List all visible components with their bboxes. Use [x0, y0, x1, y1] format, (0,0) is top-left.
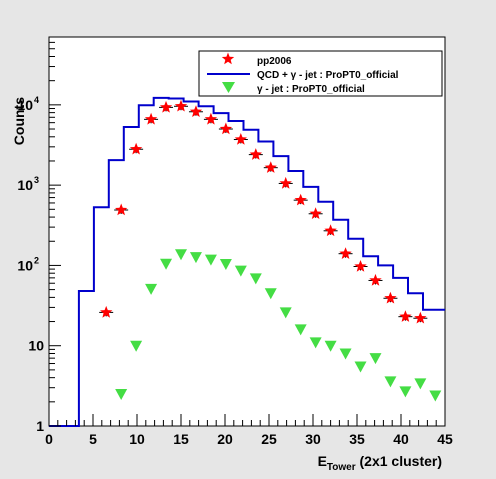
legend: pp2006 QCD + γ - jet : ProPT0_official γ… [198, 50, 443, 97]
gamma-jet-point [309, 337, 322, 349]
y-axis-label: Counts [11, 97, 27, 145]
gamma-jet-point [384, 376, 397, 388]
pp2006-point [115, 203, 128, 216]
gamma-jet-point [354, 361, 367, 373]
x-tick-label: 10 [129, 431, 145, 447]
y-tick-exponent: 4 [34, 95, 39, 105]
x-tick-label: 40 [393, 431, 409, 447]
y-tick-exponent: 3 [34, 175, 39, 185]
pp2006-point [159, 100, 173, 113]
x-axis-label-rest: (2x1 cluster) [356, 453, 442, 469]
y-tick-exponent: 2 [34, 255, 39, 265]
x-axis-label-main: E [318, 453, 327, 469]
plot-frame [48, 36, 446, 427]
x-tick-label: 15 [173, 431, 189, 447]
gamma-jet-point [324, 340, 337, 352]
y-tick-label: 10 [17, 97, 33, 113]
pp2006-point [264, 161, 277, 173]
gamma-jet-point [234, 265, 247, 277]
legend-label-0: pp2006 [257, 56, 292, 67]
gamma-jet-point [339, 348, 352, 360]
pp2006-point [339, 247, 352, 259]
gamma-jet-point [204, 254, 217, 266]
gamma-jet-point [219, 259, 232, 271]
pp2006-point [279, 176, 292, 189]
pp2006-point [234, 133, 247, 145]
pp2006-point [100, 305, 113, 318]
x-tick-label: 20 [217, 431, 233, 447]
x-tick-label: 5 [89, 431, 97, 447]
pp2006-point [354, 260, 367, 272]
x-tick-label: 45 [437, 431, 453, 447]
gamma-jet-point [279, 307, 292, 319]
gamma-jet-point [175, 249, 187, 261]
x-tick-label: 25 [261, 431, 277, 447]
gamma-jet-point [130, 340, 143, 352]
legend-label-2: γ - jet : ProPT0_official [257, 84, 365, 95]
pp2006-point [129, 142, 143, 155]
gamma-jet-point [264, 288, 277, 300]
pp2006-point [399, 310, 412, 322]
pp2006-point [219, 122, 233, 135]
gamma-jet-point [189, 252, 202, 264]
gamma-jet-point [369, 353, 382, 365]
y-tick-label: 10 [17, 257, 33, 273]
pp2006-point [204, 112, 218, 125]
pp2006-point [384, 291, 397, 304]
gamma-jet-point [429, 390, 442, 402]
pp2006-point [309, 207, 322, 219]
x-tick-label: 35 [349, 431, 365, 447]
y-tick-label: 1 [36, 418, 44, 434]
pp2006-point [189, 105, 203, 117]
x-axis-label: ETower (2x1 cluster) [318, 453, 442, 473]
gamma-jet-point [399, 386, 412, 398]
legend-label-1: QCD + γ - jet : ProPT0_official [257, 70, 399, 81]
pp2006-point [144, 112, 158, 125]
x-tick-label: 0 [45, 431, 53, 447]
y-tick-label: 10 [28, 338, 44, 354]
legend-marker-star [221, 52, 235, 65]
pp2006-point [174, 99, 188, 112]
gamma-jet-point [160, 258, 173, 270]
pp2006-point [369, 273, 382, 286]
gamma-jet-point [414, 378, 427, 390]
pp2006-point [414, 311, 427, 324]
x-tick-label: 30 [305, 431, 321, 447]
gamma-jet-point [115, 389, 128, 401]
x-axis-label-sub: Tower [327, 462, 356, 473]
legend-marker-triangle [222, 82, 235, 93]
histogram-qcd-gamma-jet [49, 96, 445, 427]
gamma-jet-point [249, 273, 262, 285]
gamma-jet-point [294, 324, 307, 336]
pp2006-point [294, 193, 307, 206]
pp2006-point [249, 148, 262, 160]
gamma-jet-point [145, 283, 158, 295]
pp2006-point [324, 224, 337, 237]
y-tick-label: 10 [17, 177, 33, 193]
